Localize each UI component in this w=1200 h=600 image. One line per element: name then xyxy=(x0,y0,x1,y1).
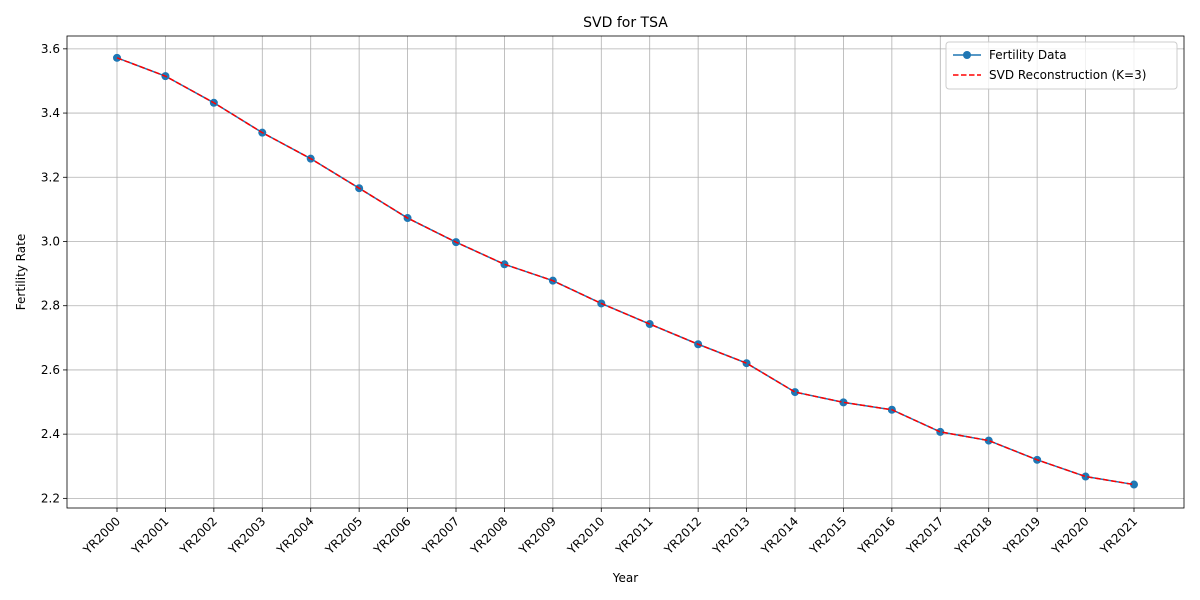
data-point-fertility xyxy=(936,427,945,436)
data-point-fertility xyxy=(839,398,848,407)
series xyxy=(113,53,1138,489)
data-point-fertility xyxy=(742,359,751,368)
grid xyxy=(67,36,1184,508)
y-axis-title: Fertility Rate xyxy=(14,234,28,310)
y-tick-label: 3.6 xyxy=(41,42,60,56)
chart-title: SVD for TSA xyxy=(583,15,668,31)
x-axis-title: Year xyxy=(612,571,638,585)
legend-marker-fertility xyxy=(963,51,971,59)
legend-label-fertility: Fertility Data xyxy=(989,48,1067,62)
legend: Fertility Data SVD Reconstruction (K=3) xyxy=(945,41,1178,90)
series-line-svd-reconstruction xyxy=(116,57,1135,486)
data-point-fertility xyxy=(500,260,509,269)
y-tick-label: 3.0 xyxy=(41,234,60,248)
legend-box xyxy=(945,41,1178,90)
plot-frame xyxy=(66,35,1185,509)
y-tick-label: 2.8 xyxy=(41,299,60,313)
y-tick-label: 3.2 xyxy=(41,170,60,184)
y-tick-label: 3.4 xyxy=(41,106,60,120)
y-tick-label: 2.2 xyxy=(41,491,60,505)
legend-label-svd: SVD Reconstruction (K=3) xyxy=(989,68,1146,82)
data-point-fertility xyxy=(1130,480,1138,489)
data-point-fertility xyxy=(1081,472,1090,481)
data-point-fertility xyxy=(984,436,993,445)
y-tick-label: 2.6 xyxy=(41,363,60,377)
y-tick-label: 2.4 xyxy=(41,427,60,441)
